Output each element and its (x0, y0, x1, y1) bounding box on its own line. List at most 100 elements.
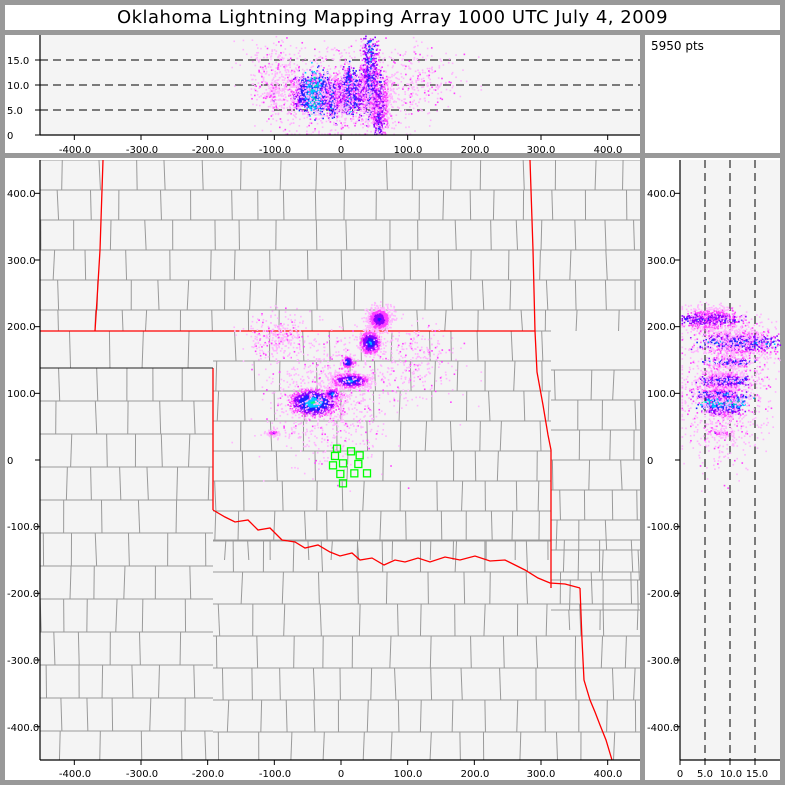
county-line (451, 699, 454, 733)
source-point (380, 324, 383, 326)
source-point (366, 338, 369, 340)
source-point (294, 405, 297, 408)
county-line (322, 731, 325, 760)
source-point (374, 350, 376, 352)
source-point (385, 345, 387, 347)
source-point (368, 324, 371, 327)
source-point (385, 303, 387, 306)
source-point (327, 411, 330, 413)
source-point (313, 413, 316, 416)
source-point (315, 399, 317, 401)
county-line (216, 390, 220, 422)
county-line (240, 571, 244, 605)
source-point (332, 377, 334, 380)
source-point (364, 337, 367, 339)
source-point (334, 372, 336, 375)
source-point (367, 330, 369, 333)
source-point (299, 394, 301, 397)
source-point (359, 333, 362, 336)
source-point (268, 429, 270, 432)
source-point (345, 395, 348, 397)
source-point (325, 396, 327, 399)
source-point (331, 390, 334, 393)
source-point (322, 394, 325, 396)
source-point (384, 320, 387, 323)
source-point (301, 400, 303, 403)
source-point (386, 331, 388, 334)
source-point (361, 338, 364, 340)
source-point (337, 378, 340, 381)
source-point (298, 395, 300, 398)
source-point (286, 327, 289, 330)
source-point (369, 385, 372, 387)
county-line (575, 309, 578, 332)
source-point (317, 392, 320, 394)
source-point (308, 404, 311, 407)
county-line (604, 519, 608, 551)
source-point (370, 310, 373, 313)
source-point (370, 317, 373, 320)
source-point (360, 377, 362, 379)
source-point (380, 316, 383, 319)
county-line (502, 635, 505, 669)
source-point (305, 399, 307, 402)
source-point (374, 302, 377, 305)
source-point (341, 382, 344, 385)
county-line (515, 219, 519, 251)
source-point (394, 315, 396, 317)
source-point (252, 327, 254, 330)
source-point (313, 391, 316, 393)
source-point (374, 342, 376, 345)
source-point (349, 356, 352, 358)
source-point (353, 373, 355, 376)
source-point (338, 374, 341, 376)
county-line (481, 279, 485, 311)
county-line (383, 249, 385, 281)
source-point (336, 386, 338, 389)
source-point (312, 401, 315, 403)
county-line (141, 598, 144, 633)
county-line (307, 540, 310, 561)
source-point (303, 403, 305, 406)
source-point (374, 335, 377, 338)
source-point (330, 396, 333, 399)
source-point (289, 407, 292, 410)
source-point (371, 341, 373, 344)
source-point (379, 340, 381, 343)
source-point (294, 400, 297, 403)
source-point (362, 329, 365, 331)
county-line (123, 565, 126, 600)
source-point (363, 378, 366, 380)
source-point (354, 375, 356, 378)
source-point (372, 316, 375, 318)
source-point (371, 380, 373, 383)
source-point (255, 345, 257, 347)
source-point (335, 375, 337, 378)
source-point (273, 428, 275, 430)
red-river-border (212, 509, 581, 589)
source-point (332, 405, 335, 408)
source-point (349, 355, 351, 357)
source-point (302, 413, 305, 415)
source-point (367, 342, 370, 344)
county-line (429, 540, 432, 561)
source-point (369, 349, 372, 352)
source-point (307, 335, 309, 338)
source-point (348, 371, 351, 374)
county-line (397, 699, 400, 733)
county-line (551, 189, 554, 221)
source-point (308, 406, 311, 408)
county-line (569, 249, 572, 281)
source-point (364, 354, 366, 357)
source-point (296, 411, 298, 414)
county-line (613, 731, 616, 760)
source-point (298, 400, 301, 402)
source-point (377, 307, 380, 310)
source-point (369, 379, 371, 381)
source-point (374, 317, 376, 320)
source-point (290, 396, 293, 399)
source-point (321, 389, 323, 392)
source-point (380, 308, 383, 310)
source-point (330, 406, 333, 409)
source-point (367, 351, 370, 354)
